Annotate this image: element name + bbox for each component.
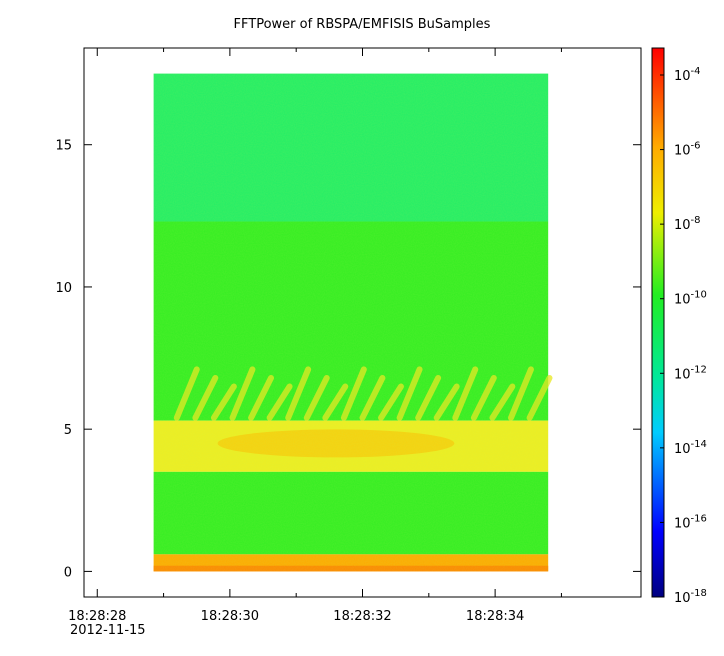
plot-area [153, 73, 553, 572]
x-tick-label: 18:28:28 [68, 609, 126, 624]
y-tick-label: 5 [64, 423, 72, 438]
y-axis: 0 5 10 15 [55, 139, 641, 580]
colorbar-tick-label: 10-16 [674, 513, 707, 531]
colorbar-tick-label: 10-18 [674, 588, 707, 606]
x-tick-label: 18:28:30 [201, 609, 259, 624]
colorbar-tick-label: 10-12 [674, 364, 707, 382]
colorbar-tick-label: 10-6 [674, 141, 701, 159]
x-tick-label: 18:28:32 [333, 609, 391, 624]
chart-title: FFTPower of RBSPA/EMFISIS BuSamples [233, 17, 491, 32]
noise-texture [153, 73, 549, 572]
x-tick-label: 18:28:34 [466, 609, 524, 624]
y-tick-label: 10 [55, 281, 72, 296]
y-tick-label: 15 [55, 139, 72, 154]
colorbar-tick-label: 10-14 [674, 439, 707, 457]
colorbar-tick-label: 10-10 [674, 290, 707, 308]
colorbar-tick-label: 10-4 [674, 66, 701, 84]
colorbar-tick-label: 10-8 [674, 215, 701, 233]
colorbar [651, 47, 665, 598]
colorbar-ticks: 10-4 10-6 10-8 10-10 10-12 10-14 10-16 10-18 [660, 66, 707, 606]
y-tick-label: 0 [64, 565, 72, 580]
date-label: 2012-11-15 [70, 623, 146, 638]
x-axis: 18:28:28 18:28:30 18:28:32 18:28:34 [68, 48, 562, 624]
